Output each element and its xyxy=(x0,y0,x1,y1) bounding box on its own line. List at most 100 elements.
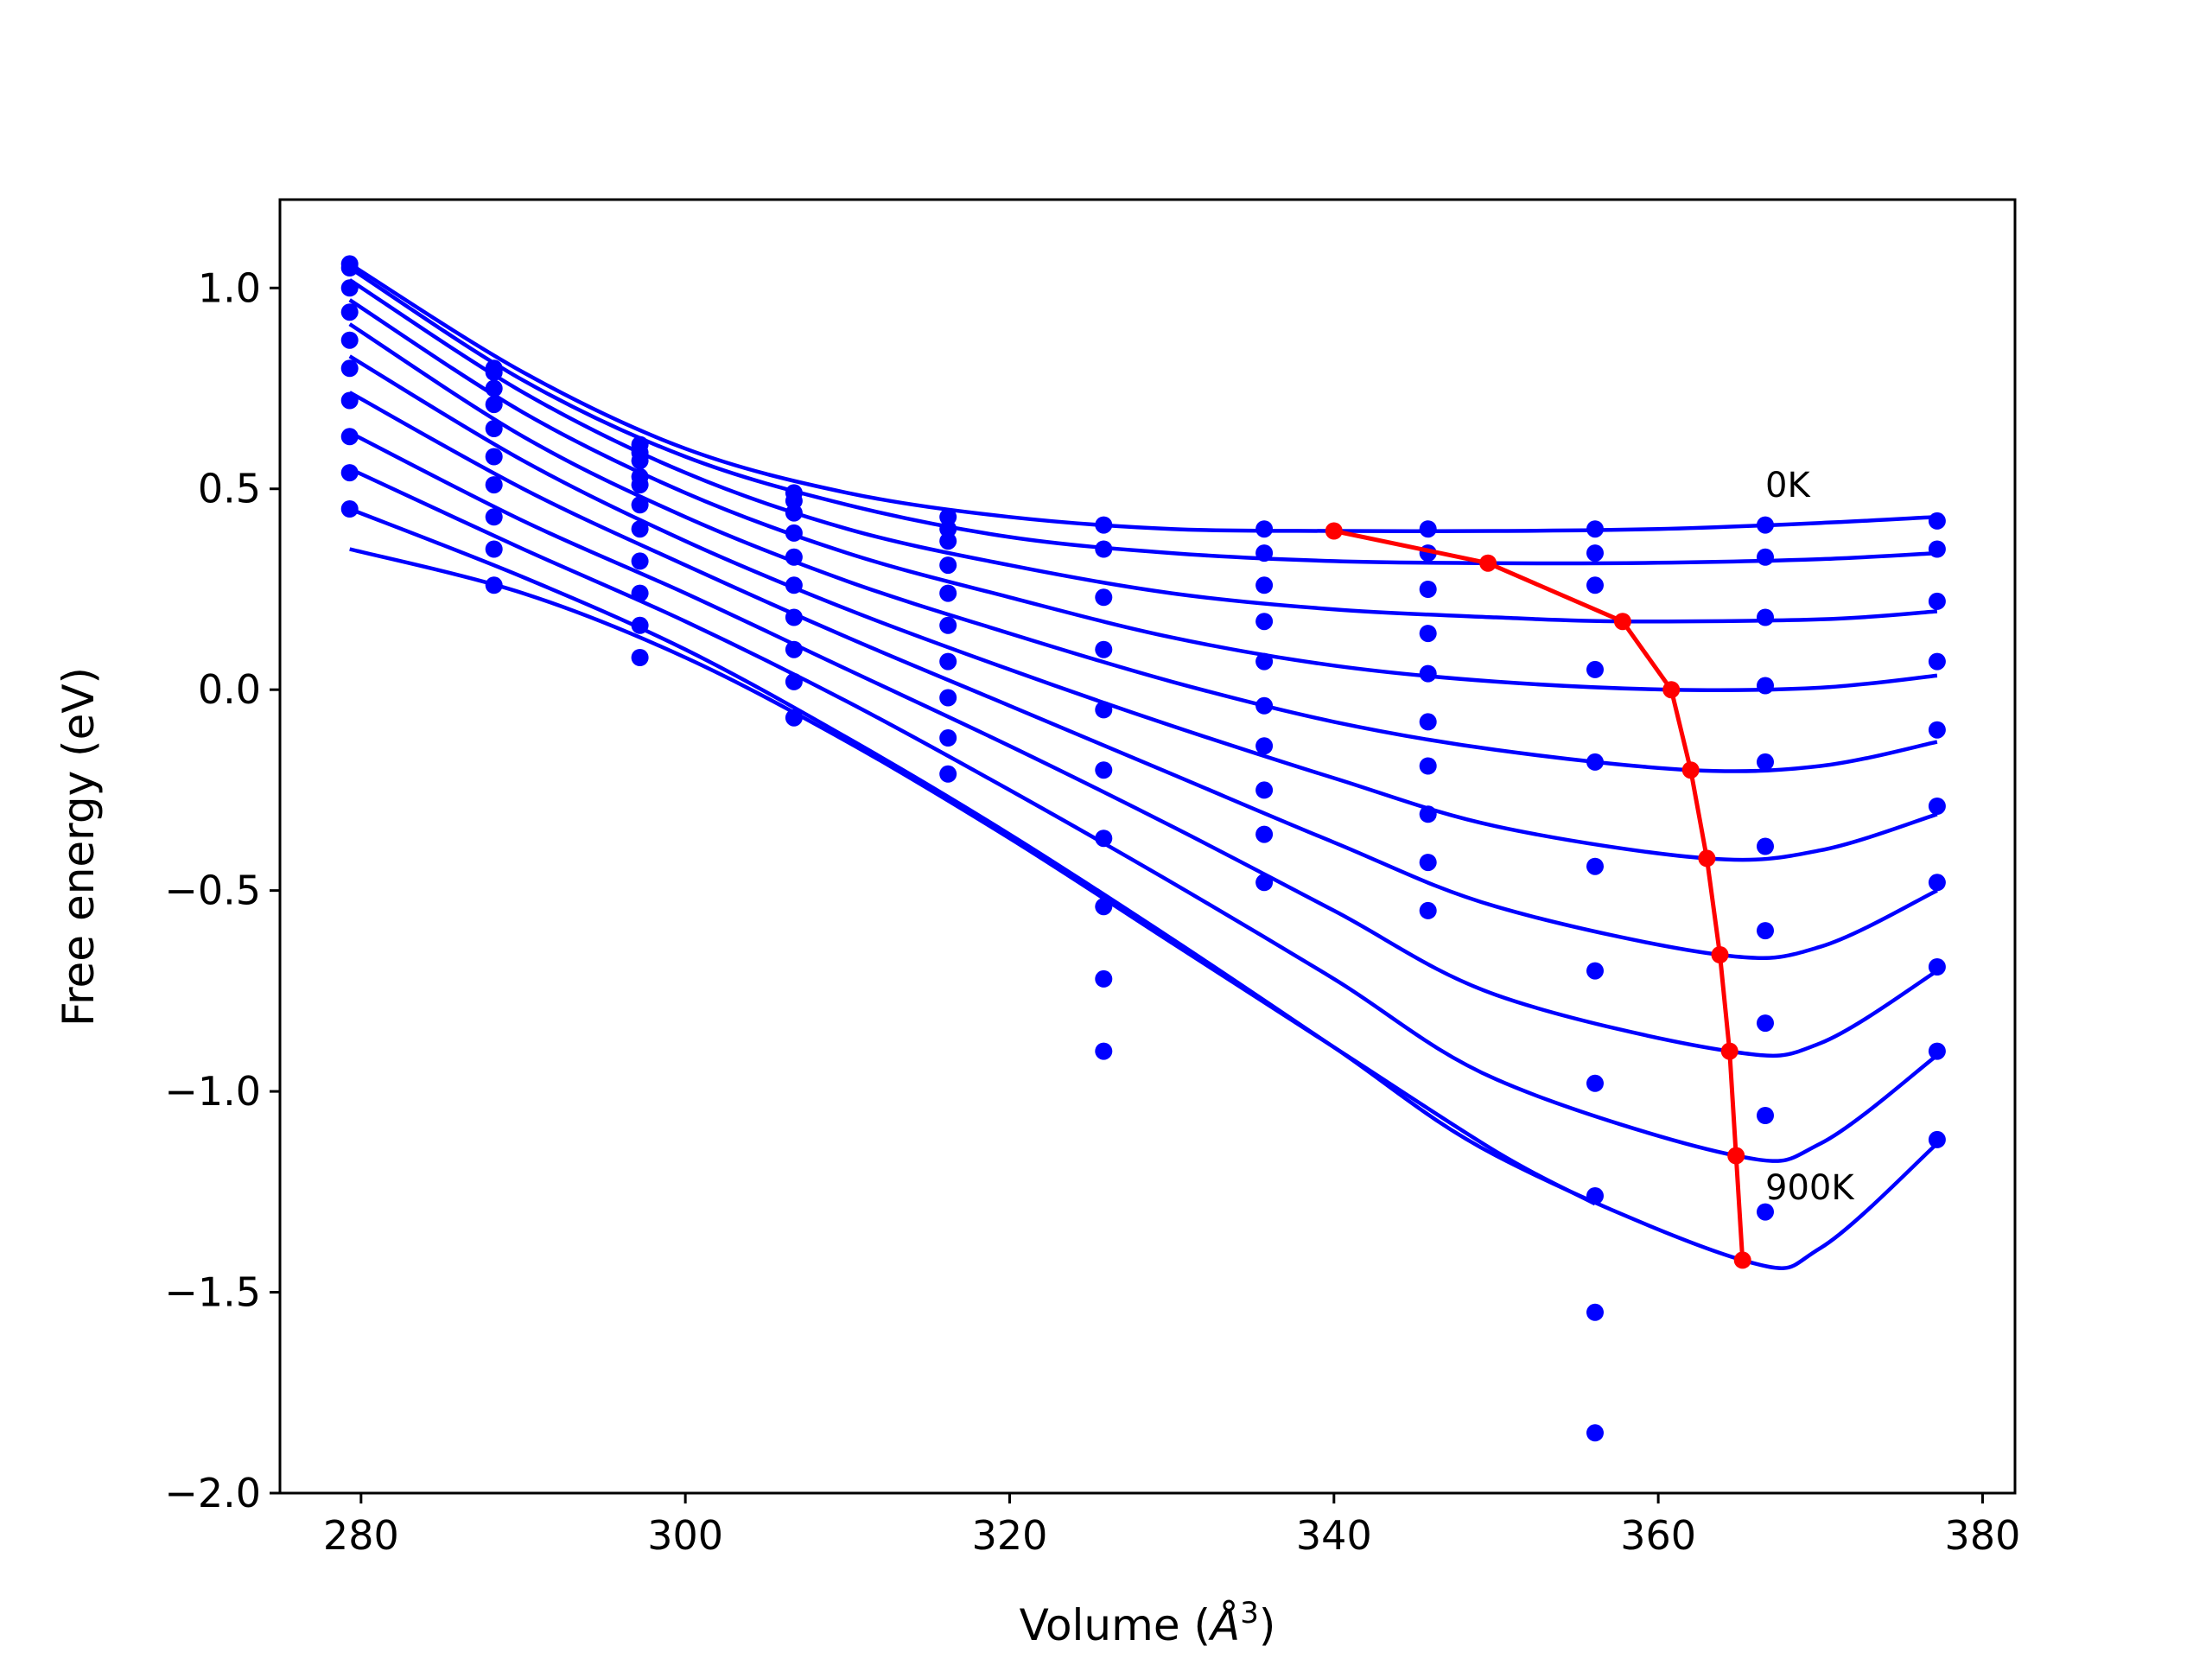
x-tick-label-280: 280 xyxy=(323,1512,399,1559)
data-point-5-3 xyxy=(785,576,803,594)
data-point-8-3 xyxy=(785,672,803,690)
data-point-6-9 xyxy=(1757,922,1774,940)
x-axis-label-text: Volume ( xyxy=(1020,1600,1211,1650)
x-tick-label-300: 300 xyxy=(647,1512,723,1559)
x-axis-label-power: 3 xyxy=(1240,1596,1259,1630)
fit-curve-0 xyxy=(348,262,1938,534)
x-tick-label-340: 340 xyxy=(1296,1512,1372,1559)
x-tick-label-380: 380 xyxy=(1945,1512,2021,1559)
data-point-5-8 xyxy=(1586,857,1604,875)
data-point-3-5 xyxy=(1095,640,1113,658)
y-tick-label-0: 1.0 xyxy=(198,264,261,311)
data-point-1-3 xyxy=(785,492,803,510)
data-point-5-2 xyxy=(631,496,649,514)
data-point-9-9 xyxy=(1757,1203,1774,1221)
minimum-point-3 xyxy=(1662,681,1681,699)
data-point-2-0 xyxy=(340,279,359,297)
fit-curve-1 xyxy=(348,266,1938,566)
tick-layer: 280 300 320 340 360 380 1.0 0.5 0.0 −0.5 −1.0 −1.5 −… xyxy=(164,264,2020,1559)
minimum-point-6 xyxy=(1711,946,1729,963)
data-point-9-7 xyxy=(1419,901,1437,919)
data-point-8-2 xyxy=(631,584,649,602)
y-tick-label-6: −2.0 xyxy=(164,1470,261,1516)
data-point-8-1 xyxy=(485,540,503,558)
data-point-2-3 xyxy=(785,504,803,522)
data-point-4-1 xyxy=(485,420,503,437)
data-point-4-4 xyxy=(939,584,957,602)
data-point-9-3 xyxy=(785,709,803,727)
minimum-point-1 xyxy=(1479,554,1497,572)
data-point-4-3 xyxy=(785,548,803,566)
data-point-8-6 xyxy=(1255,825,1274,843)
data-point-9-2 xyxy=(631,616,649,634)
data-point-4-0 xyxy=(340,331,359,349)
x-tick-label-320: 320 xyxy=(972,1512,1048,1559)
data-point-4-10 xyxy=(1928,721,1946,739)
data-point-8-10 xyxy=(1928,1042,1946,1060)
data-point-8-9 xyxy=(1757,1107,1774,1124)
data-point-7-4 xyxy=(939,689,957,707)
data-point-9-0 xyxy=(340,500,359,518)
data-point-3-1 xyxy=(485,396,503,414)
data-point-0-6 xyxy=(1255,520,1274,538)
data-point-6-7 xyxy=(1419,757,1437,775)
data-point-6-1 xyxy=(485,476,503,494)
data-point-2-9 xyxy=(1757,608,1774,626)
data-point-7-0 xyxy=(340,428,359,446)
data-point-8-4 xyxy=(939,729,957,747)
data-point-3-3 xyxy=(785,524,803,542)
data-point-9-10 xyxy=(1928,1130,1946,1148)
data-point-0-9 xyxy=(1757,516,1774,534)
data-point-7-7 xyxy=(1419,805,1437,823)
data-point-4-9 xyxy=(1757,753,1774,771)
data-point-0-4 xyxy=(939,508,957,526)
data-point-5-6 xyxy=(1255,696,1274,715)
data-point-6-10 xyxy=(1928,874,1946,892)
data-point-2-5 xyxy=(1095,588,1113,607)
data-point-4-6 xyxy=(1255,652,1274,671)
data-point-0-8 xyxy=(1586,520,1604,538)
data-point-3-9 xyxy=(1757,677,1774,695)
data-point-7-5 xyxy=(1095,898,1113,916)
data-point-8-7 xyxy=(1419,854,1437,872)
data-point-1-10 xyxy=(1928,540,1946,558)
data-point-5-10 xyxy=(1928,798,1946,815)
data-point-2-10 xyxy=(1928,592,1946,610)
data-point-2-1 xyxy=(485,379,503,397)
data-point-1-0 xyxy=(340,259,359,276)
data-point-7-6 xyxy=(1255,781,1274,799)
data-point-6-5 xyxy=(1095,830,1113,848)
data-point-7-9 xyxy=(1757,1014,1774,1033)
fit-curve-3 xyxy=(348,298,1938,692)
y-tick-label-3: −0.5 xyxy=(164,868,261,914)
data-point-1-8 xyxy=(1586,544,1604,563)
minimum-point-5 xyxy=(1698,849,1716,868)
data-point-9-6 xyxy=(1255,874,1274,892)
data-point-8-0 xyxy=(340,464,359,482)
data-point-1-4 xyxy=(939,520,957,538)
plot-layer xyxy=(340,255,1946,1442)
data-point-6-6 xyxy=(1255,737,1274,755)
data-point-2-7 xyxy=(1419,581,1437,598)
annotation-0k: 0K xyxy=(1765,466,1811,505)
data-point-2-6 xyxy=(1255,576,1274,594)
fit-curve-10 xyxy=(349,547,1597,1206)
data-point-7-2 xyxy=(631,552,649,570)
annotation-900k: 900K xyxy=(1765,1168,1855,1208)
minimum-point-7 xyxy=(1720,1042,1738,1060)
data-point-5-1 xyxy=(485,448,503,466)
data-point-10-2 xyxy=(631,649,649,666)
data-point-2-4 xyxy=(939,532,957,550)
data-point-2-8 xyxy=(1586,576,1604,594)
minimum-path-line xyxy=(1333,529,1745,1261)
data-point-4-2 xyxy=(631,476,649,494)
data-point-3-8 xyxy=(1586,660,1604,678)
y-tick-label-4: −1.0 xyxy=(164,1068,261,1115)
data-point-0-10 xyxy=(1928,512,1946,530)
data-point-0-7 xyxy=(1419,520,1437,538)
y-tick-label-1: 0.5 xyxy=(198,466,261,512)
plot-frame xyxy=(278,198,2017,1495)
fit-curve-2 xyxy=(348,278,1938,624)
